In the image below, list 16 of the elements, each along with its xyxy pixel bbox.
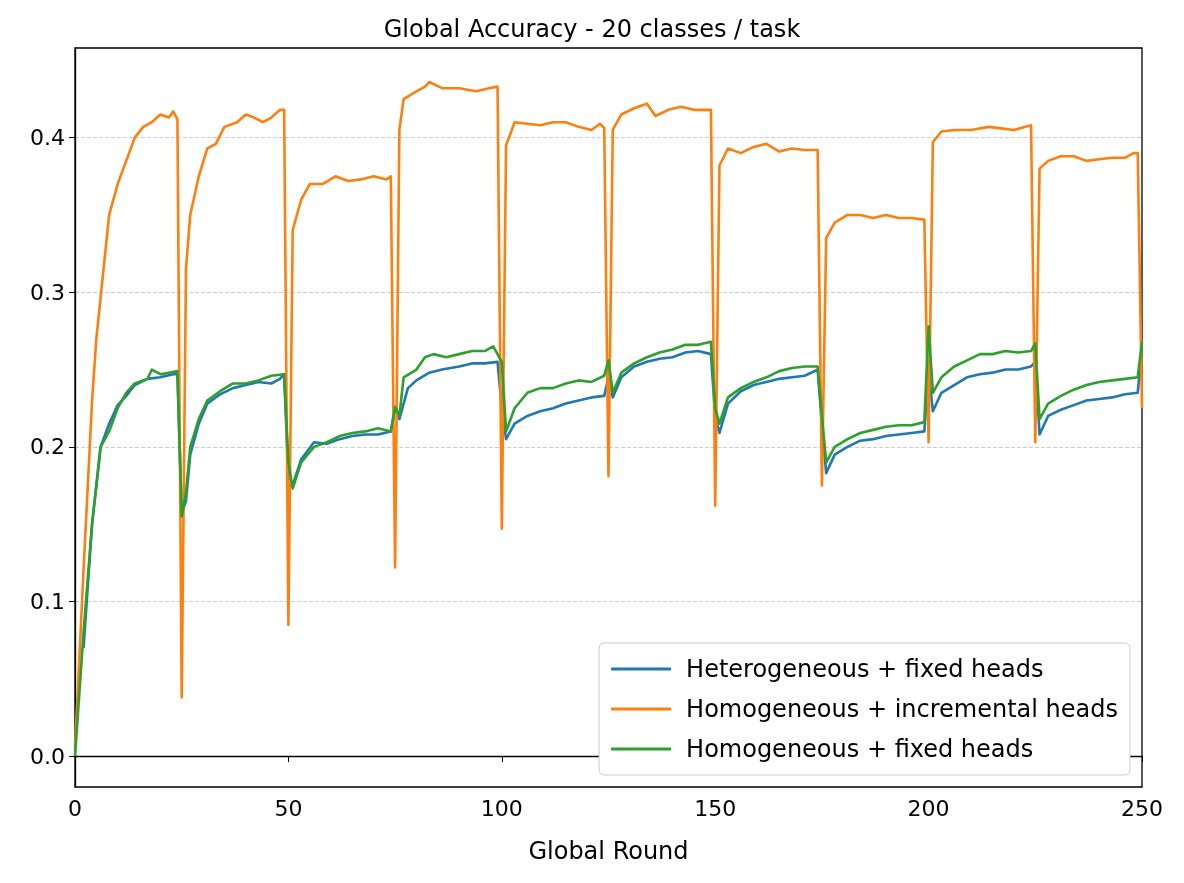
y-tick-label: 0.3 bbox=[30, 279, 65, 305]
legend-label: Homogeneous + incremental heads bbox=[686, 695, 1118, 723]
legend-label: Heterogeneous + fixed heads bbox=[686, 655, 1044, 683]
x-tick-label: 150 bbox=[694, 795, 737, 821]
x-tick-label: 250 bbox=[1121, 795, 1163, 821]
legend-label: Homogeneous + fixed heads bbox=[686, 735, 1034, 763]
y-tick-label: 0.4 bbox=[30, 125, 65, 151]
x-tick-label: 200 bbox=[907, 795, 950, 821]
x-tick-label: 0 bbox=[68, 795, 82, 821]
x-tick-label: 100 bbox=[480, 795, 523, 821]
x-axis-title: Global Round bbox=[528, 837, 689, 865]
x-tick-label: 50 bbox=[274, 795, 303, 821]
y-tick-label: 0.1 bbox=[30, 588, 65, 614]
chart-title: Global Accuracy - 20 classes / task bbox=[383, 15, 801, 43]
y-tick-label: 0.2 bbox=[30, 434, 65, 460]
y-tick-label: 0.0 bbox=[30, 743, 65, 769]
